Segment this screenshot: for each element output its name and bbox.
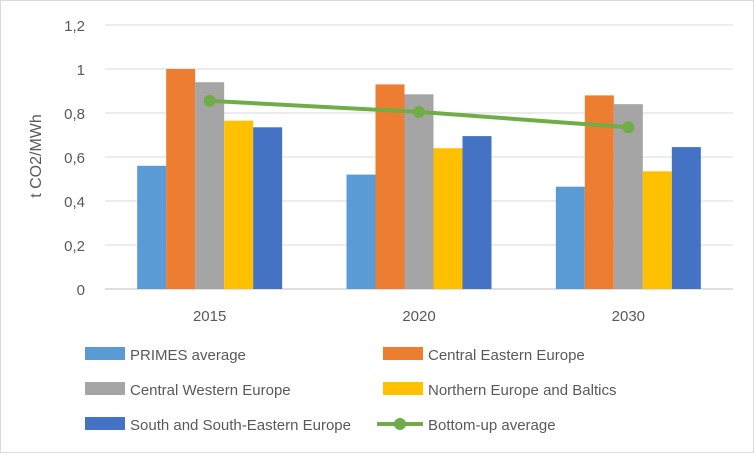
line-point <box>413 105 425 118</box>
legend-swatch <box>383 382 423 395</box>
legend-label: Central Eastern Europe <box>428 347 585 364</box>
line-point <box>622 121 635 134</box>
y-tick-label: 0,4 <box>64 194 85 211</box>
legend-swatch <box>85 382 125 395</box>
bar <box>555 186 585 289</box>
bar <box>195 82 225 289</box>
y-tick-label: 1 <box>77 62 85 79</box>
legend-swatch <box>85 347 125 360</box>
legend-label: Northern Europe and Baltics <box>428 382 616 399</box>
bar <box>224 120 254 289</box>
y-tick-labels: 0 0,2 0,4 0,6 0,8 1 1,2 <box>64 18 85 299</box>
bar <box>137 165 167 289</box>
legend-label: South and South-Eastern Europe <box>130 417 351 434</box>
bar <box>433 148 463 289</box>
bar <box>404 94 434 289</box>
bar <box>462 136 492 289</box>
legend-label: PRIMES average <box>130 347 246 364</box>
y-tick-label: 0,2 <box>64 238 85 255</box>
x-tick-label: 2015 <box>193 308 226 325</box>
line-series <box>203 94 635 134</box>
y-tick-label: 0,8 <box>64 106 85 123</box>
legend: PRIMES average Central Eastern Europe Cent… <box>85 347 616 434</box>
y-tick-label: 0,6 <box>64 150 85 167</box>
legend-marker <box>394 418 406 430</box>
bars <box>137 69 701 290</box>
legend-label: Central Western Europe <box>130 382 291 399</box>
x-tick-label: 2030 <box>612 308 645 325</box>
legend-swatch <box>383 347 423 360</box>
bar <box>642 171 672 289</box>
legend-swatch <box>85 417 125 430</box>
line-point <box>203 94 216 107</box>
legend-label: Bottom-up average <box>428 417 556 434</box>
bar <box>671 147 701 289</box>
bar <box>166 69 196 289</box>
x-tick-labels: 2015 2020 2030 <box>193 308 645 325</box>
bar <box>253 127 283 289</box>
bar <box>346 174 376 289</box>
y-tick-label: 1,2 <box>64 18 85 35</box>
bar <box>375 84 405 290</box>
bar <box>613 104 643 289</box>
y-tick-label: 0 <box>77 282 85 299</box>
x-tick-label: 2020 <box>402 308 435 325</box>
y-axis-label: t CO2/MWh <box>28 114 45 198</box>
